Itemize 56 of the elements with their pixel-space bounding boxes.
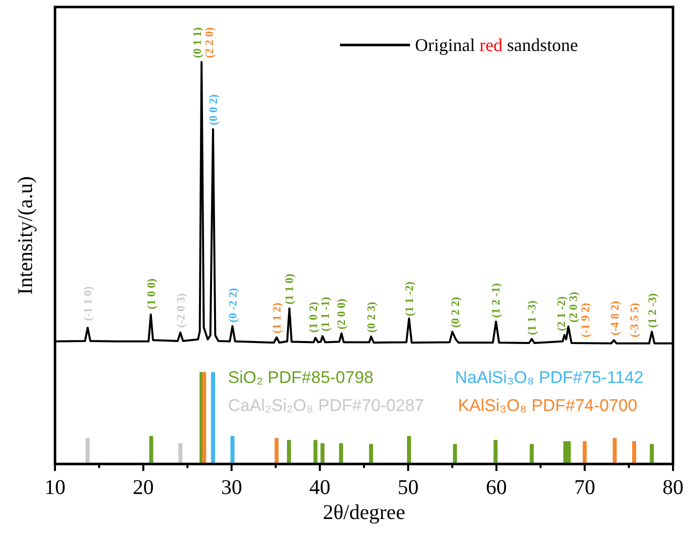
annotation: (-1 9 2): [580, 302, 592, 338]
bar: [313, 440, 318, 464]
x-tick-label: 80: [662, 475, 684, 499]
bar: [369, 444, 374, 464]
annotation: (1 1 2): [272, 302, 284, 334]
annotation: (-4 8 2): [610, 300, 622, 336]
bar: [320, 443, 325, 464]
x-tick-label: 70: [574, 475, 596, 499]
bar: [339, 443, 344, 464]
annotation: (0 2 2): [450, 296, 462, 328]
x-tick-label: 40: [309, 475, 330, 499]
annotation: (1 1 0): [284, 274, 296, 304]
bar: [612, 438, 617, 464]
annotation: (0 2 3): [366, 302, 378, 333]
bar: [211, 372, 216, 464]
annotation: (1 1 -1): [320, 296, 332, 332]
bar: [632, 441, 636, 464]
bar: [86, 438, 90, 464]
x-axis-title: 2θ/degree: [322, 500, 406, 524]
bar: [149, 436, 154, 464]
annotation: (1 2 -1): [490, 283, 503, 318]
annotation: (1 0 2): [308, 302, 320, 333]
annotation: (1 2 -3): [646, 293, 659, 328]
annotation: (0 -2 2): [227, 288, 240, 323]
bar: [230, 436, 234, 464]
bar: [274, 438, 279, 464]
text: NaAlSi₃O₈ PDF#75-1142: [455, 368, 644, 387]
annotation: (2 1 -2): [556, 296, 568, 331]
bar: [494, 440, 498, 464]
series-label: KAlSi₃O₈ PDF#74-0700: [458, 396, 638, 415]
annotation: (0 0 2): [208, 94, 220, 126]
annotation: (0 1 1): [192, 27, 204, 58]
annotation: (1 1 -3): [526, 300, 539, 335]
annotation: (1 1 -2): [404, 281, 416, 316]
x-tick-label: 60: [486, 475, 507, 499]
x-tick-label: 20: [132, 475, 154, 499]
series-label: SiO₂ PDF#85-0798: [228, 368, 374, 387]
annotation: (2 0 0): [336, 298, 348, 330]
bar: [530, 444, 534, 464]
x-tick-label: 10: [44, 475, 66, 499]
legend-label: Original red sandstone: [415, 35, 578, 55]
bar: [286, 440, 291, 464]
annotation: (-3 5 5): [629, 302, 642, 338]
bar: [178, 443, 182, 464]
bar: [650, 444, 654, 464]
x-tick-label: 50: [398, 475, 419, 499]
bar: [566, 441, 571, 464]
x-tick-label: 30: [221, 475, 242, 499]
bar: [452, 444, 457, 464]
bar: [202, 372, 206, 464]
bar: [582, 441, 587, 464]
bar: [407, 436, 412, 464]
annotation: (1 0 0): [146, 278, 158, 310]
y-axis-title: Intensity/(a.u): [13, 176, 37, 295]
annotation: (2 0 3): [568, 292, 580, 323]
annotation: (2 2 0): [204, 27, 216, 58]
